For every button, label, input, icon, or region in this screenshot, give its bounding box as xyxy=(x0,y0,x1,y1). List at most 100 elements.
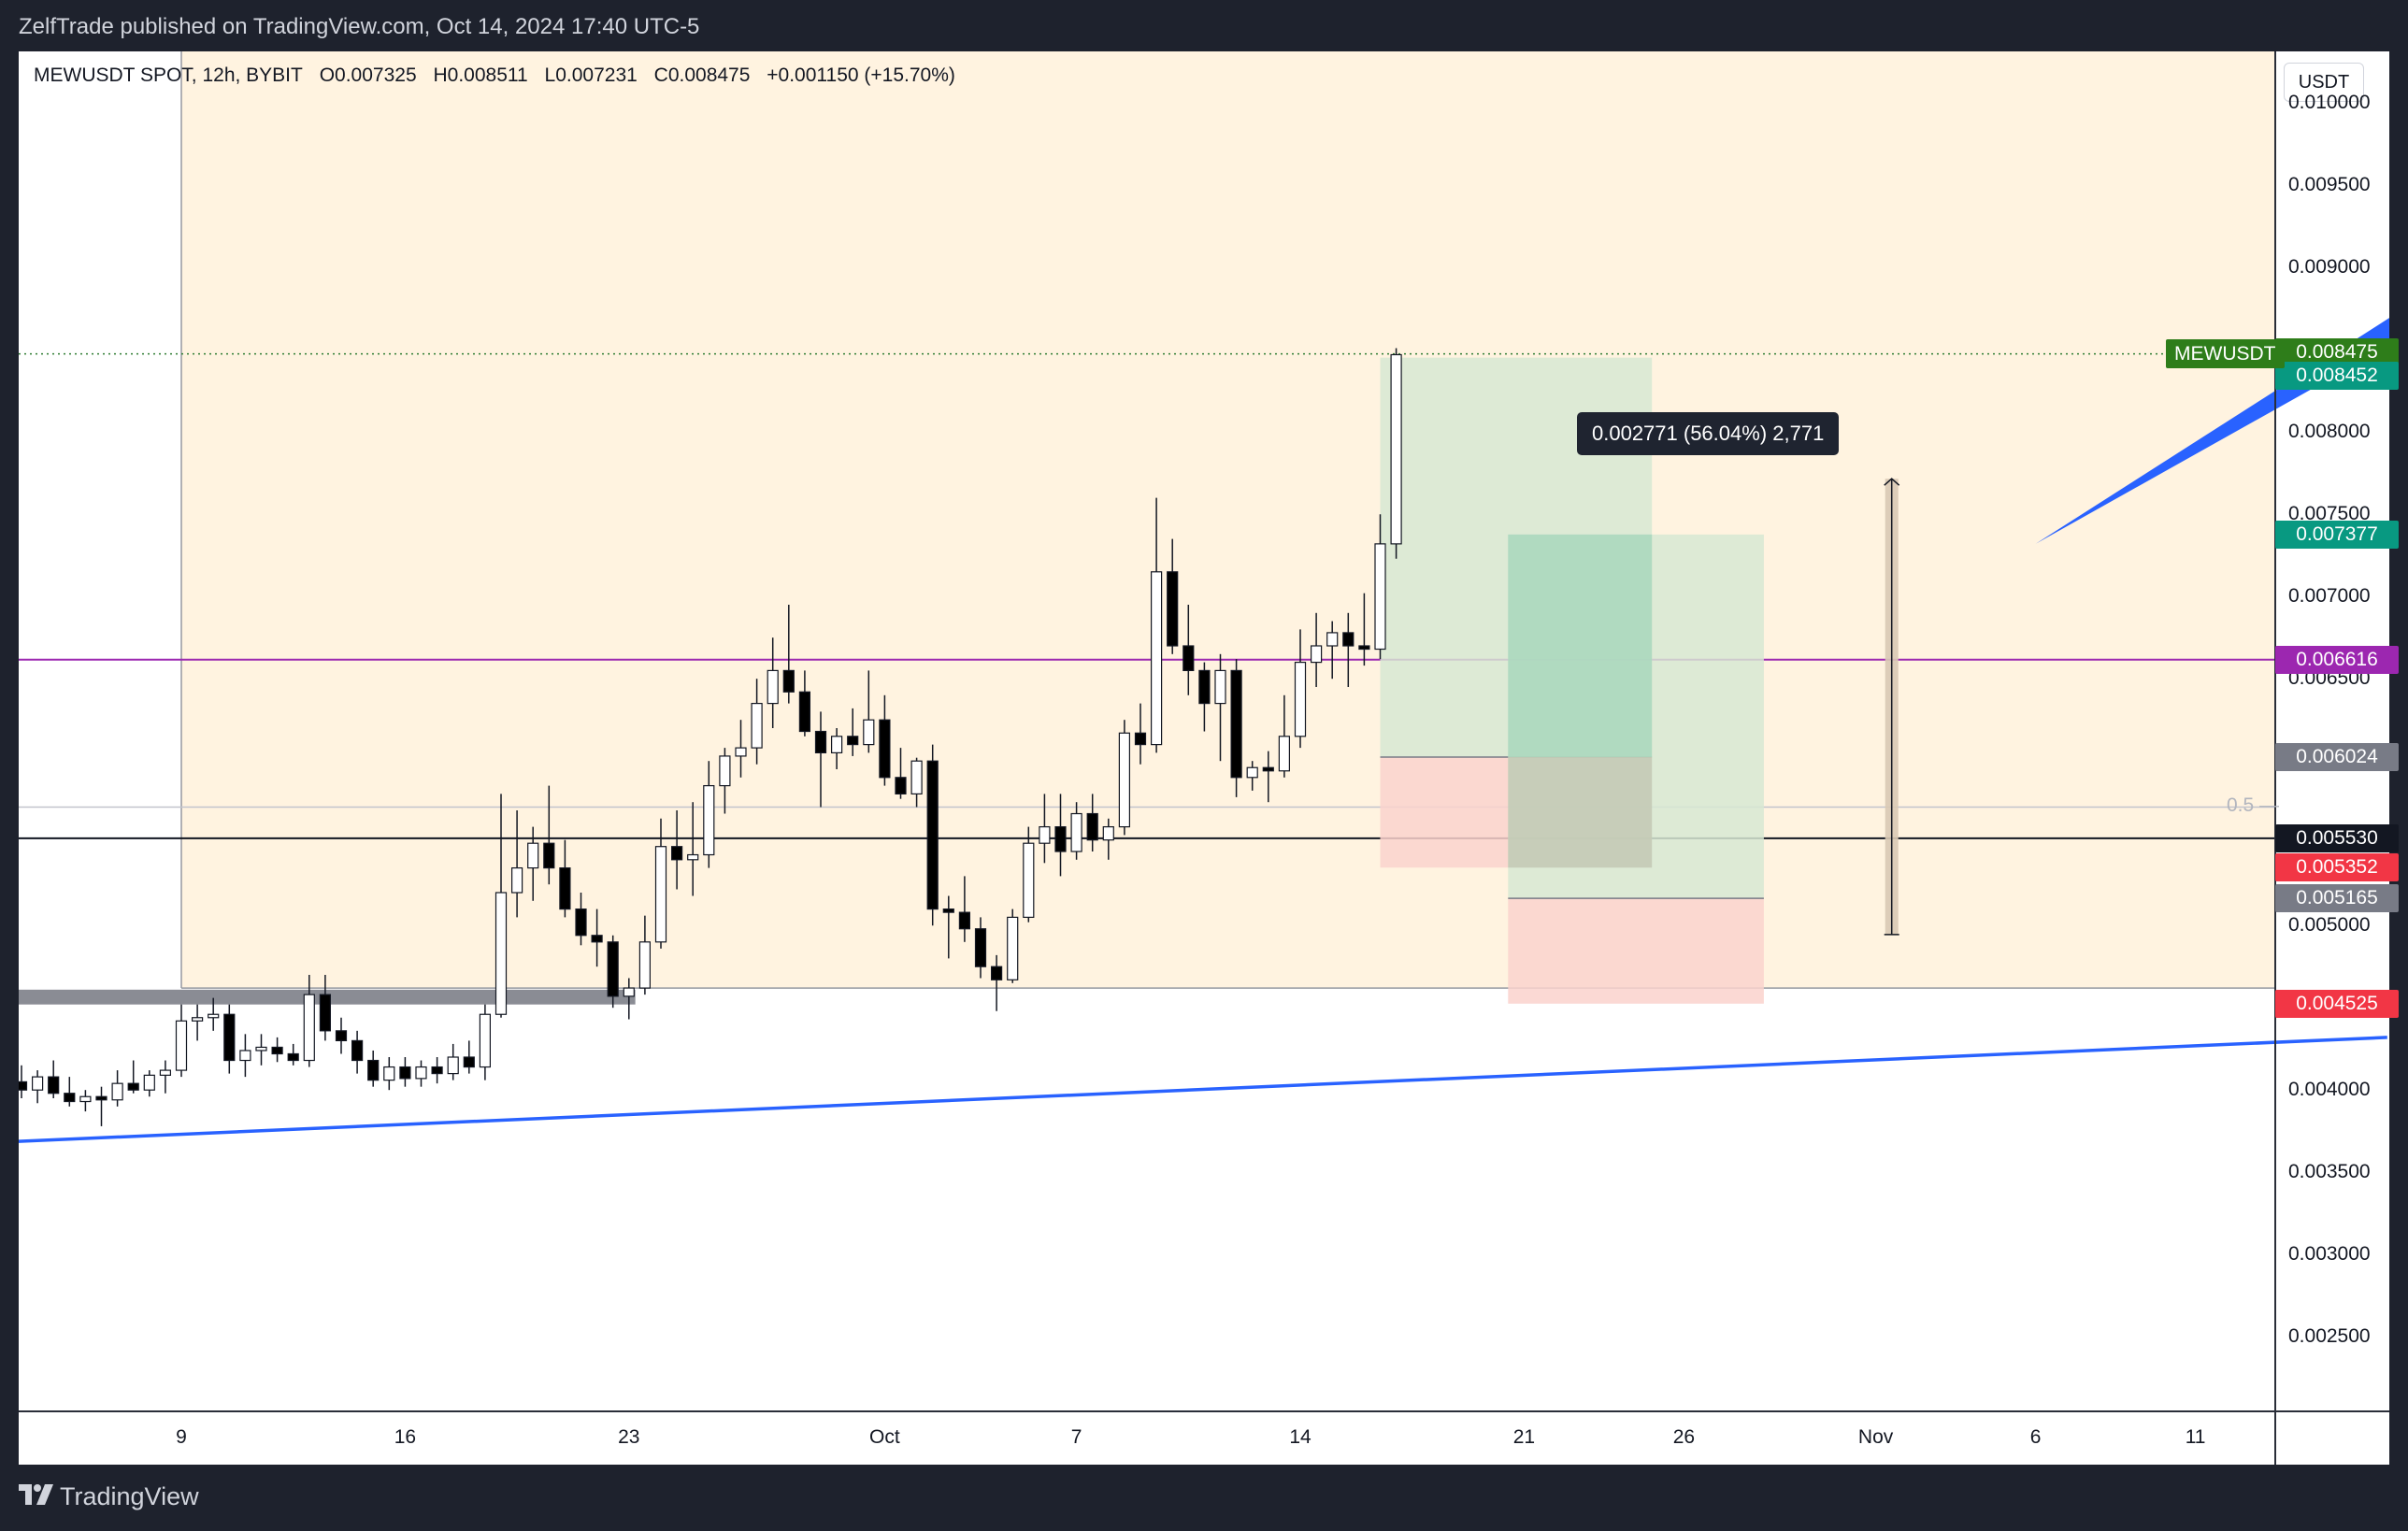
candle xyxy=(95,1095,108,1101)
candle xyxy=(607,941,619,997)
candle xyxy=(255,1046,267,1052)
candle xyxy=(814,730,827,754)
candle xyxy=(895,777,907,794)
candle xyxy=(192,1017,204,1022)
candle xyxy=(208,1013,220,1019)
candle xyxy=(1374,543,1386,651)
candle xyxy=(623,987,635,997)
price-tick-label: 0.002500 xyxy=(2288,1325,2371,1348)
price-tag-0.008452: 0.008452 xyxy=(2275,361,2399,390)
candle xyxy=(479,1013,491,1068)
candle xyxy=(527,842,539,869)
candle xyxy=(670,846,683,861)
currency-button[interactable]: USDT xyxy=(2284,63,2364,102)
candle xyxy=(1167,571,1179,647)
candle xyxy=(127,1082,139,1091)
legend-low: L0.007231 xyxy=(544,64,638,86)
candle xyxy=(1294,661,1307,737)
candle xyxy=(1326,632,1339,647)
price-tick-label: 0.007500 xyxy=(2288,503,2371,525)
candle xyxy=(111,1082,123,1101)
time-tick-label: 9 xyxy=(176,1426,187,1448)
candle xyxy=(351,1039,364,1062)
chart-area[interactable]: MEWUSDT SPOT, 12h, BYBIT O0.007325 H0.00… xyxy=(19,51,2399,1465)
chart-canvas[interactable] xyxy=(19,51,2389,1465)
candle xyxy=(575,908,587,937)
candle xyxy=(1214,669,1226,705)
time-tick-label: 14 xyxy=(1289,1426,1312,1448)
candle xyxy=(1358,645,1370,651)
tradingview-logo-icon[interactable] xyxy=(19,1484,54,1505)
price-tick-label: 0.010000 xyxy=(2288,92,2371,114)
footer xyxy=(0,1465,2408,1531)
candle xyxy=(271,1046,283,1055)
candle xyxy=(1198,669,1211,705)
fib-level-label: 0.5 — xyxy=(2227,794,2280,817)
candle xyxy=(223,1013,236,1062)
measure-arrowhead xyxy=(1884,478,1900,486)
time-tick-label: 6 xyxy=(2029,1426,2042,1448)
candle xyxy=(782,669,795,693)
time-tick-label: 7 xyxy=(1070,1426,1082,1448)
candle xyxy=(1039,825,1051,844)
legend-open: O0.007325 xyxy=(319,64,417,86)
candle xyxy=(1390,353,1402,545)
candle xyxy=(1134,732,1147,746)
time-tick-label: 21 xyxy=(1512,1426,1536,1448)
positions-overlap xyxy=(1508,534,1653,757)
candle xyxy=(64,1093,76,1103)
candle xyxy=(1246,766,1258,779)
candle xyxy=(1278,736,1291,772)
candle xyxy=(1054,825,1067,852)
legend-high: H0.008511 xyxy=(433,64,528,86)
candle xyxy=(958,911,971,930)
symbol-legend: MEWUSDT SPOT, 12h, BYBIT O0.007325 H0.00… xyxy=(34,64,967,87)
legend-change: +0.001150 (+15.70%) xyxy=(767,64,955,86)
candle xyxy=(879,719,891,779)
legend-close: C0.008475 xyxy=(653,64,751,86)
candle xyxy=(159,1069,171,1076)
brand-name[interactable]: TradingView xyxy=(60,1482,199,1510)
price-tick-label: 0.009500 xyxy=(2288,174,2371,196)
candle xyxy=(1262,766,1274,772)
candle xyxy=(494,892,508,1015)
candle xyxy=(463,1056,475,1068)
candle xyxy=(1118,732,1131,828)
candle xyxy=(79,1095,92,1103)
candle xyxy=(415,1066,427,1080)
candle xyxy=(143,1074,155,1091)
price-tag-0.004525: 0.004525 xyxy=(2275,989,2399,1018)
candle xyxy=(942,908,954,913)
time-tick-label: 26 xyxy=(1672,1426,1696,1448)
time-tick-label: 16 xyxy=(394,1426,417,1448)
time-tick-label: Oct xyxy=(869,1426,900,1448)
candle xyxy=(367,1059,380,1081)
candle xyxy=(1230,669,1242,779)
price-tag-0.006616: 0.006616 xyxy=(2275,645,2399,674)
candle xyxy=(287,1052,299,1062)
price-tick-label: 0.007000 xyxy=(2288,585,2371,608)
candle xyxy=(990,966,1003,980)
candle xyxy=(926,760,939,910)
price-tick-label: 0.005000 xyxy=(2288,914,2371,937)
price-tag-0.006024: 0.006024 xyxy=(2275,742,2399,771)
price-tag-0.005352: 0.005352 xyxy=(2275,853,2399,882)
candle xyxy=(31,1076,44,1091)
price-tick-label: 0.008000 xyxy=(2288,421,2371,443)
candle xyxy=(751,702,763,749)
candle xyxy=(239,1050,251,1062)
candle xyxy=(1070,812,1082,852)
candle xyxy=(847,736,859,746)
candle xyxy=(910,760,923,795)
projection-arrow xyxy=(2035,318,2389,544)
legend-symbol[interactable]: MEWUSDT SPOT, 12h, BYBIT xyxy=(34,64,303,86)
candle xyxy=(863,719,875,746)
candle xyxy=(830,736,843,753)
candle xyxy=(431,1066,443,1075)
candle xyxy=(798,691,811,733)
time-tick-label: 11 xyxy=(2185,1426,2206,1448)
candle xyxy=(48,1076,60,1095)
price-tick-label: 0.009000 xyxy=(2288,256,2371,279)
candle xyxy=(1310,645,1323,664)
price-tag-0.007377: 0.007377 xyxy=(2275,520,2399,549)
